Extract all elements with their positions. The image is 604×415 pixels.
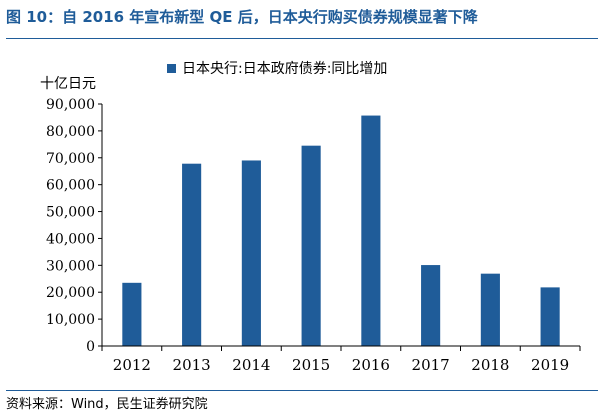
- y-axis: 0 10,000 20,000 30,000 40,000 50,000 60,000 70,…: [46, 97, 103, 355]
- y-tick-label: 10,000: [46, 312, 95, 328]
- x-axis: 2012 2013 2014 2015 2016 2017 2018 2019: [101, 345, 581, 374]
- x-tick-label: 2017: [412, 356, 450, 374]
- source-rule: [6, 390, 598, 391]
- legend-swatch: [167, 64, 176, 73]
- bar: [122, 282, 142, 346]
- x-tick-label: 2019: [531, 356, 569, 374]
- legend: 日本央行:日本政府债券:同比增加: [167, 61, 387, 77]
- y-tick-label: 30,000: [46, 258, 95, 274]
- bar: [241, 160, 261, 346]
- y-tick-label: 0: [86, 339, 95, 355]
- bar: [361, 115, 381, 346]
- x-tick-label: 2014: [232, 356, 270, 374]
- source-note: 资料来源：Wind，民生证券研究院: [6, 397, 208, 412]
- bars: [122, 115, 560, 346]
- y-tick-label: 40,000: [46, 231, 95, 247]
- x-tick-label: 2015: [292, 356, 330, 374]
- x-tick-label: 2018: [471, 356, 509, 374]
- y-tick-label: 20,000: [46, 285, 95, 301]
- x-tick-label: 2012: [113, 356, 151, 374]
- y-tick-label: 70,000: [46, 151, 95, 167]
- x-tick-label: 2016: [352, 356, 390, 374]
- unit-label: 十亿日元: [40, 76, 96, 92]
- bar: [182, 163, 202, 346]
- bar: [480, 273, 500, 346]
- title-rule: [6, 38, 598, 39]
- y-tick-label: 50,000: [46, 205, 95, 221]
- figure-title: 图 10：自 2016 年宣布新型 QE 后，日本央行购买债券规模显著下降: [6, 8, 478, 26]
- y-tick-label: 90,000: [46, 97, 95, 113]
- y-tick-label: 80,000: [46, 124, 95, 140]
- legend-label: 日本央行:日本政府债券:同比增加: [182, 61, 387, 77]
- y-tick-label: 60,000: [46, 178, 95, 194]
- bar: [301, 145, 321, 346]
- bar: [540, 287, 560, 346]
- bar: [421, 265, 441, 346]
- x-tick-label: 2013: [173, 356, 211, 374]
